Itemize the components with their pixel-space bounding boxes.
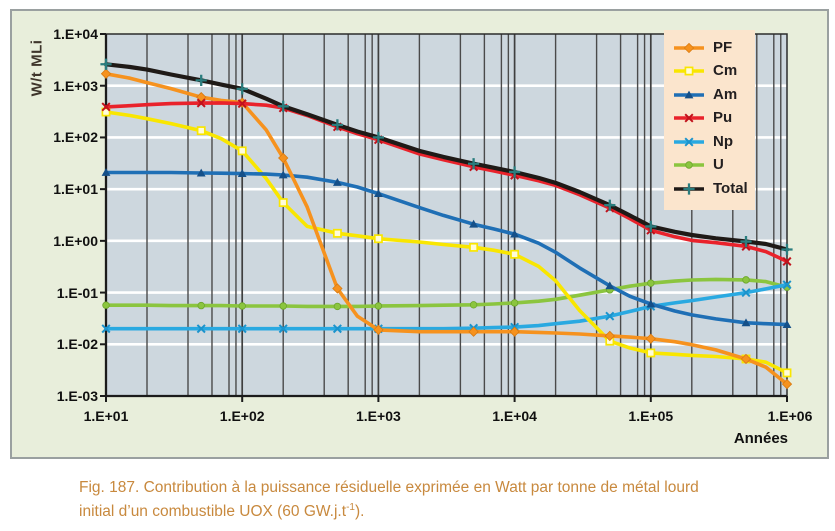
legend-swatch [674,113,704,123]
legend-swatch [674,161,704,169]
x-axis-title: Années [733,430,788,447]
legend-label: PF [713,38,733,56]
y-tick-label: 1.E+01 [53,181,98,198]
figure-caption: Fig. 187. Contribution à la puissance ré… [79,476,699,524]
y-tick-label: 1.E-03 [56,388,98,404]
x-tick-label: 1.E+06 [767,408,813,424]
legend-label: Total [713,179,748,197]
x-tick-label: 1.E+01 [83,408,129,424]
legend-label: Np [713,132,733,150]
chart-legend: PF Cm Am Pu Np U Total [664,30,755,210]
caption-superscript: -1 [346,501,355,513]
y-tick-label: 1.E+02 [53,129,98,146]
legend-item-pf: PF [664,36,755,60]
y-tick-label: 1.E+00 [53,232,98,249]
legend-swatch [674,42,704,53]
y-tick-label: 1.E+03 [53,77,98,94]
x-tick-label: 1.E+04 [492,408,537,424]
x-tick-label: 1.E+02 [219,408,265,424]
y-tick-label: 1.E-02 [56,336,98,353]
legend-label: U [713,156,724,174]
legend-swatch [674,90,704,99]
legend-label: Am [713,85,738,103]
legend-item-cm: Cm [664,60,755,84]
caption-line-1: Fig. 187. Contribution à la puissance ré… [79,479,699,496]
y-tick-label: 1.E+04 [53,26,98,42]
x-tick-label: 1.E+05 [628,408,674,424]
legend-item-total: Total [664,177,755,201]
legend-item-np: Np [664,130,755,154]
legend-label: Pu [713,109,733,127]
legend-item-am: Am [664,83,755,107]
x-tick-label: 1.E+03 [356,408,401,424]
legend-item-pu: Pu [664,107,755,131]
legend-item-u: U [664,154,755,178]
legend-swatch [674,183,704,195]
caption-line-2: initial d’un combustible UOX (60 GW.j.t-… [79,501,365,520]
y-tick-label: 1.E-01 [56,284,98,301]
legend-swatch [674,137,704,147]
legend-swatch [674,66,704,76]
legend-label: Cm [713,62,738,80]
